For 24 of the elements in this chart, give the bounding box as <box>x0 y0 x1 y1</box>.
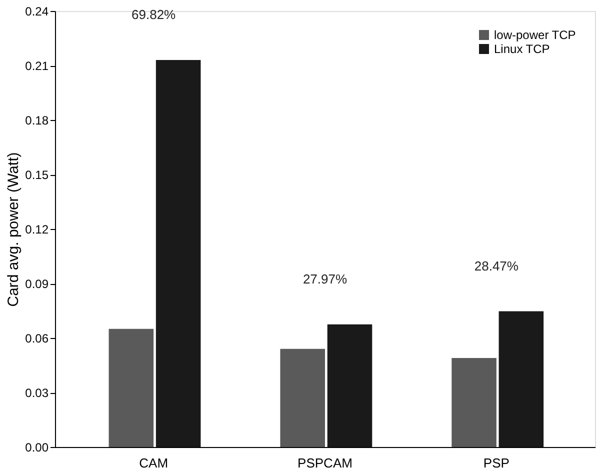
bar <box>156 60 201 447</box>
annotation: 27.97% <box>302 271 348 286</box>
bar <box>452 358 496 447</box>
y-tick-label: 0.06 <box>25 332 49 346</box>
y-tick-label: 0.18 <box>25 114 49 128</box>
legend-label: low-power TCP <box>494 28 576 42</box>
bar <box>108 328 154 447</box>
y-axis-title: Card avg. power (Watt) <box>5 152 22 307</box>
bar <box>327 324 372 447</box>
x-tick-label: CAM <box>139 456 168 470</box>
y-tick-label: 0.24 <box>25 4 49 18</box>
legend-label: Linux TCP <box>494 42 550 56</box>
y-tick-label: 0.00 <box>25 440 49 454</box>
x-tick-label: PSPCAM <box>298 456 352 470</box>
y-tick-label: 0.03 <box>25 386 49 400</box>
annotation: 69.82% <box>132 7 176 22</box>
y-tick-label: 0.09 <box>25 277 49 291</box>
bar <box>498 311 544 447</box>
x-tick-label: PSP <box>483 456 510 470</box>
y-tick-label: 0.12 <box>25 222 49 236</box>
bar <box>280 348 325 447</box>
annotation: 28.47% <box>474 258 519 274</box>
y-tick-label: 0.15 <box>25 168 49 182</box>
y-tick-label: 0.21 <box>25 59 49 73</box>
